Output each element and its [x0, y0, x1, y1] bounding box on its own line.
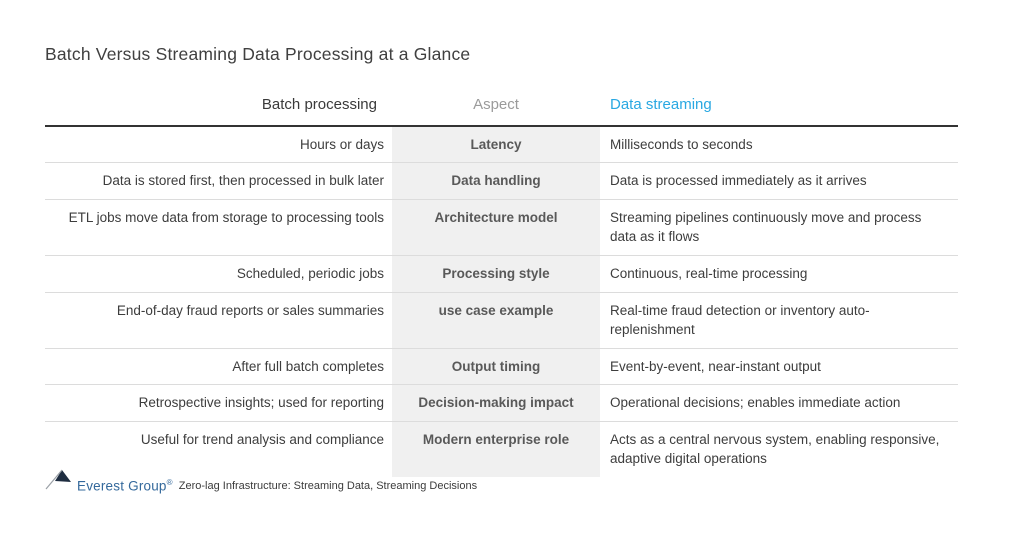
- aspect-cell: Data handling: [392, 163, 600, 199]
- aspect-cell: use case example: [392, 292, 600, 348]
- aspect-cell: Architecture model: [392, 199, 600, 255]
- aspect-cell: Output timing: [392, 348, 600, 385]
- batch-cell: After full batch completes: [232, 358, 384, 374]
- column-header-streaming: Data streaming: [610, 96, 712, 113]
- streaming-cell: Data is processed immediately as it arri…: [610, 173, 867, 189]
- batch-cell: End-of-day fraud reports or sales summar…: [116, 302, 384, 318]
- page-title: Batch Versus Streaming Data Processing a…: [45, 44, 471, 64]
- batch-cell: Hours or days: [299, 136, 384, 152]
- aspect-cell: Decision-making impact: [392, 385, 600, 421]
- everest-group-logo: Everest Group®: [45, 468, 173, 493]
- table-row: Useful for trend analysis and compliance…: [45, 421, 958, 477]
- table-row: Scheduled, periodic jobs Processing styl…: [45, 256, 958, 293]
- footer-tagline: Zero-lag Infrastructure: Streaming Data,…: [178, 480, 478, 492]
- aspect-cell: Modern enterprise role: [392, 421, 600, 477]
- streaming-cell: Continuous, real-time processing: [610, 266, 808, 281]
- registered-trademark-symbol: ®: [166, 477, 173, 487]
- batch-cell: Useful for trend analysis and compliance: [140, 431, 384, 447]
- table-row: ETL jobs move data from storage to proce…: [45, 199, 958, 256]
- logo-wordmark: Everest Group®: [77, 478, 173, 494]
- streaming-cell: Streaming pipelines continuously move an…: [610, 209, 922, 245]
- logo-text: Everest Group: [77, 478, 167, 493]
- table-header-row: Batch processing Aspect Data streaming: [45, 86, 958, 127]
- column-header-batch: Batch processing: [261, 96, 377, 113]
- footer: Everest Group® Zero-lag Infrastructure: …: [45, 468, 477, 493]
- table-row: Hours or days Latency Milliseconds to se…: [45, 126, 958, 164]
- comparison-table: Batch processing Aspect Data streaming H…: [45, 86, 958, 477]
- streaming-cell: Acts as a central nervous system, enabli…: [610, 431, 940, 467]
- streaming-cell: Event-by-event, near-instant output: [610, 358, 821, 374]
- batch-cell: ETL jobs move data from storage to proce…: [68, 209, 384, 225]
- aspect-cell: Latency: [392, 126, 600, 163]
- batch-cell: Scheduled, periodic jobs: [236, 266, 384, 281]
- mountain-peak-icon: [45, 469, 71, 490]
- streaming-cell: Real-time fraud detection or inventory a…: [610, 302, 870, 338]
- batch-cell: Data is stored first, then processed in …: [102, 173, 384, 189]
- streaming-cell: Milliseconds to seconds: [610, 136, 753, 152]
- table-row: Retrospective insights; used for reporti…: [45, 385, 958, 422]
- table-row: After full batch completes Output timing…: [45, 348, 958, 386]
- table-row: End-of-day fraud reports or sales summar…: [45, 292, 958, 349]
- batch-cell: Retrospective insights; used for reporti…: [138, 395, 384, 411]
- aspect-cell: Processing style: [392, 256, 600, 292]
- streaming-cell: Operational decisions; enables immediate…: [610, 395, 901, 411]
- column-header-aspect: Aspect: [473, 96, 519, 113]
- table-row: Data is stored first, then processed in …: [45, 163, 958, 200]
